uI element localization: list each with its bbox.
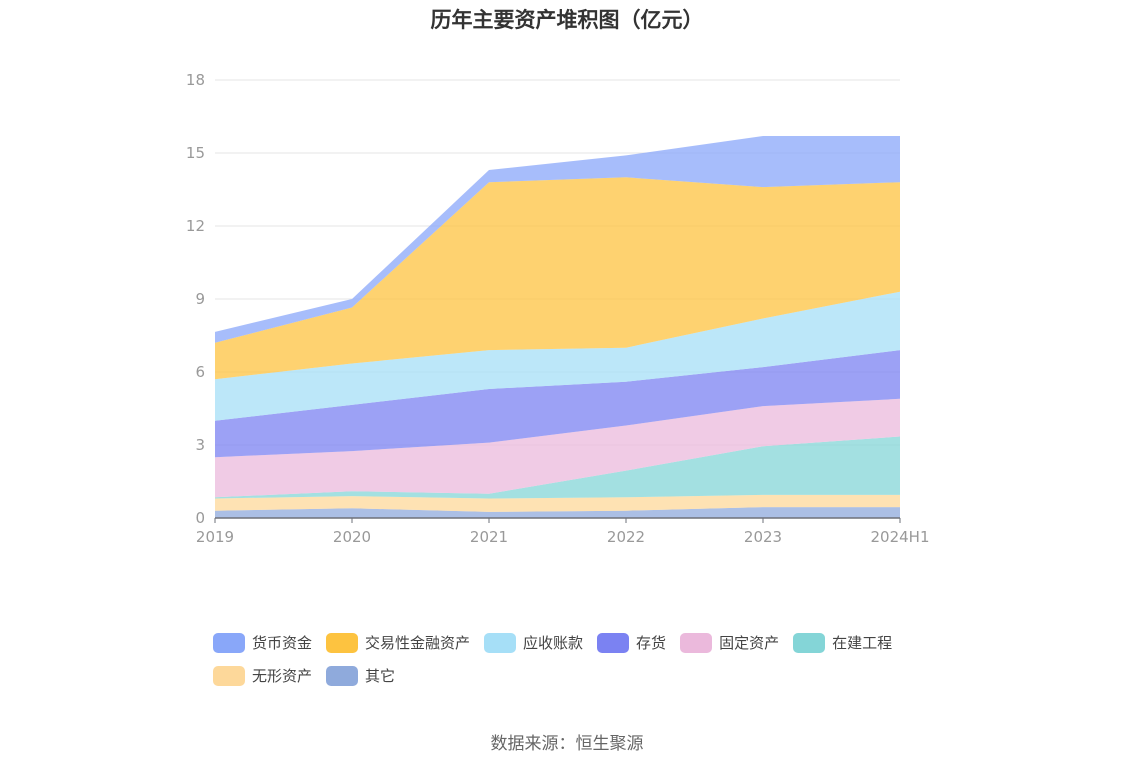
legend-swatch [597, 632, 630, 653]
legend-label: 交易性金融资产 [365, 634, 471, 652]
x-tick-label: 2021 [470, 528, 508, 546]
legend-item-construction[interactable]: 在建工程 [793, 632, 892, 653]
x-tick-label: 2024H1 [871, 528, 930, 546]
x-tick-label: 2020 [333, 528, 371, 546]
legend-label: 应收账款 [523, 634, 584, 652]
stacked-area-chart: 0 3 6 9 12 15 18 2019 2020 2021 2022 2023 2024H1 [186, 71, 930, 546]
y-tick-label: 15 [186, 144, 205, 162]
legend-label: 存货 [636, 634, 667, 652]
legend-label: 无形资产 [252, 667, 313, 685]
y-tick-label: 3 [195, 436, 205, 454]
legend-item-cash[interactable]: 货币资金 [213, 632, 312, 653]
legend-swatch [213, 665, 245, 686]
legend-swatch [484, 632, 517, 653]
legend-swatch [213, 632, 245, 653]
axes: 0 3 6 9 12 15 18 2019 2020 2021 2022 2023 2024H1 [186, 71, 930, 546]
legend-swatch [326, 665, 359, 686]
y-tick-label: 6 [195, 363, 205, 381]
legend-item-other[interactable]: 其它 [326, 665, 395, 686]
y-tick-label: 9 [195, 290, 205, 308]
legend-item-trading-assets[interactable]: 交易性金融资产 [326, 632, 470, 653]
legend-swatch [793, 632, 826, 653]
area-series-存货[interactable] [215, 350, 900, 458]
x-tick-label: 2023 [744, 528, 782, 546]
legend-item-intangible[interactable]: 无形资产 [213, 665, 312, 686]
area-series-交易性金融资产[interactable] [215, 177, 900, 380]
legend-label: 在建工程 [832, 634, 893, 652]
legend-label: 其它 [365, 667, 396, 685]
area-series-货币资金[interactable] [215, 136, 900, 343]
y-tick-label: 12 [186, 217, 205, 235]
area-series-无形资产[interactable] [215, 494, 900, 512]
legend-item-inventory[interactable]: 存货 [597, 632, 666, 653]
area-series-其它[interactable] [215, 507, 900, 518]
chart-title: 历年主要资产堆积图（亿元） [430, 8, 704, 32]
area-series-在建工程[interactable] [215, 436, 900, 499]
y-tick-label: 0 [195, 509, 205, 527]
legend-swatch [680, 632, 713, 653]
y-tick-label: 18 [186, 71, 205, 89]
legend-item-receivables[interactable]: 应收账款 [484, 632, 583, 653]
legend-item-fixed-assets[interactable]: 固定资产 [680, 632, 779, 653]
legend: 货币资金 交易性金融资产 应收账款 存货 固定资产 在建工程 无形资产 其它 [213, 632, 953, 686]
legend-label: 固定资产 [719, 634, 780, 652]
legend-label: 货币资金 [252, 634, 313, 652]
data-source: 数据来源：恒生聚源 [490, 734, 644, 754]
x-tick-label: 2022 [607, 528, 645, 546]
area-series-group [215, 136, 900, 518]
x-tick-label: 2019 [196, 528, 234, 546]
area-series-固定资产[interactable] [215, 398, 900, 498]
area-series-应收账款[interactable] [215, 291, 900, 421]
legend-swatch [326, 632, 359, 653]
